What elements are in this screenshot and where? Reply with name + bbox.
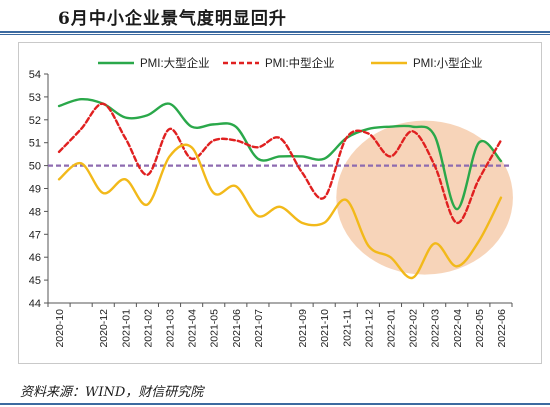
x-tick-label: 2022-02 (408, 309, 420, 348)
y-tick-label: 54 (29, 69, 41, 81)
x-tick-label: 2021-09 (297, 309, 309, 348)
y-tick-label: 45 (29, 275, 41, 287)
series-line-3 (57, 143, 503, 280)
x-tick-label: 2021-04 (187, 309, 199, 348)
x-tick-label: 2021-12 (363, 309, 375, 348)
y-tick-label: 53 (29, 92, 41, 104)
x-tick-label: 2022-04 (452, 309, 464, 348)
x-tick-label: 2022-05 (474, 309, 486, 348)
x-tick-label: 2021-02 (142, 309, 154, 348)
y-tick-label: 48 (29, 206, 41, 218)
x-tick-label: 2022-03 (430, 309, 442, 348)
y-tick-label: 44 (29, 298, 41, 310)
title-rule (0, 31, 550, 33)
x-tick-label: 2020-12 (98, 309, 110, 348)
legend-label-3: PMI:小型企业 (413, 56, 483, 70)
x-tick-label: 2021-01 (120, 309, 132, 348)
series-line-1 (57, 97, 503, 211)
x-tick-label: 2021-03 (165, 309, 177, 348)
source-note: 资料来源：WIND，财信研究院 (20, 385, 204, 400)
page-title: 6月中小企业景气度明显回升 (58, 9, 287, 29)
y-tick-label: 52 (29, 115, 41, 127)
bottom-rule (0, 403, 550, 405)
legend-label-2: PMI:中型企业 (265, 56, 335, 70)
y-tick-label: 46 (29, 252, 41, 264)
x-tick-label: 2021-10 (319, 309, 331, 348)
x-tick-label: 2021-11 (341, 309, 353, 347)
pmi-line-chart: 44 45 46 47 48 49 50 51 52 53 54 2020-10 2020-12 2021… (29, 56, 513, 348)
x-tick-label: 2021-07 (253, 309, 265, 348)
chart-panel (18, 42, 542, 364)
y-tick-label: 51 (29, 138, 41, 150)
x-tick-label: 2022-06 (496, 309, 508, 348)
x-tick-label: 2020-10 (54, 309, 66, 348)
y-tick-label: 47 (29, 229, 41, 241)
x-tick-label: 2021-05 (209, 309, 221, 348)
title-rule-thin (0, 34, 550, 35)
legend-label-1: PMI:大型企业 (140, 56, 210, 70)
highlight-ellipse (336, 120, 513, 275)
series-line-2 (57, 102, 503, 225)
y-tick-label: 50 (29, 161, 41, 173)
y-tick-label: 49 (29, 184, 41, 196)
x-tick-label: 2021-06 (231, 309, 243, 348)
x-tick-label: 2022-01 (385, 309, 397, 348)
